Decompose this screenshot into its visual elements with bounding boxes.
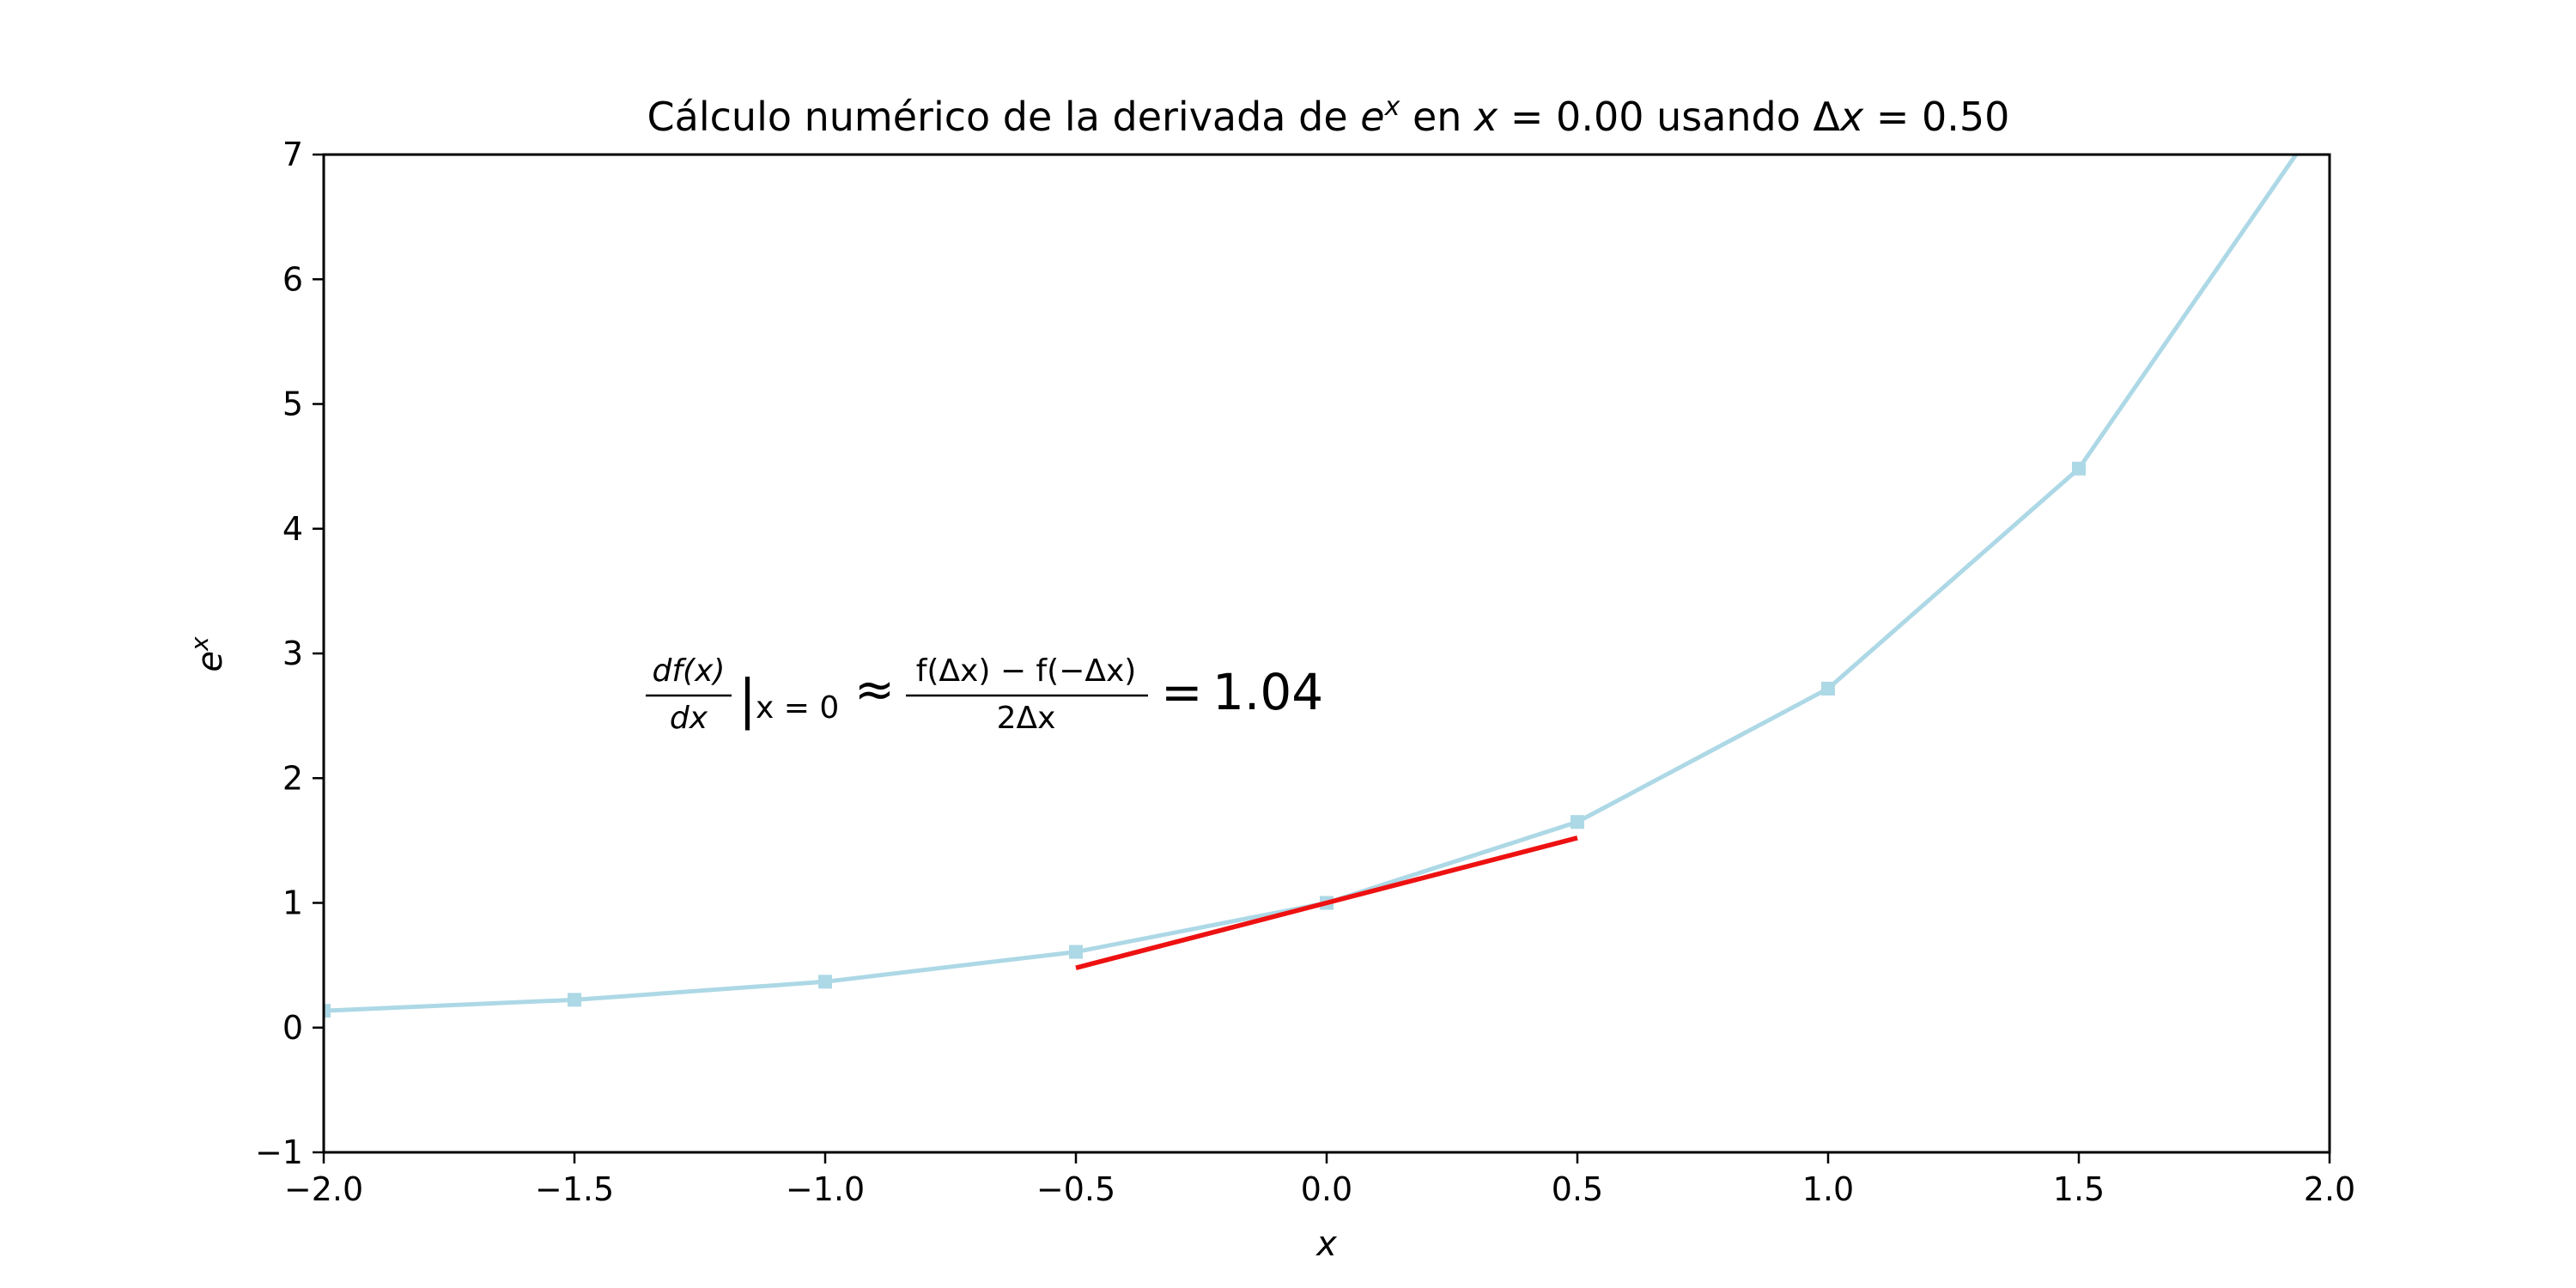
formula-frac1-denominator: dx bbox=[670, 701, 708, 736]
x-tick-label: 2.0 bbox=[2304, 1170, 2355, 1208]
chart-title: Cálculo numérico de la derivada de ex en… bbox=[647, 92, 2010, 140]
y-tick-label: −1 bbox=[255, 1133, 303, 1171]
y-tick-label: 3 bbox=[283, 635, 303, 672]
formula-value: 1.04 bbox=[1212, 663, 1323, 721]
x-tick-label: 1.5 bbox=[2053, 1170, 2105, 1208]
tangent-line bbox=[1075, 835, 1578, 970]
formula-eval-bar: | bbox=[738, 668, 756, 732]
y-tick-label: 1 bbox=[283, 884, 303, 922]
formula-frac2-denominator: 2Δx bbox=[997, 701, 1056, 736]
data-point bbox=[324, 1004, 331, 1018]
data-point bbox=[1069, 945, 1083, 959]
x-tick-label: 0.5 bbox=[1552, 1170, 1603, 1208]
y-axis-label: ex bbox=[185, 636, 230, 672]
x-tick-label: −2.0 bbox=[284, 1170, 363, 1208]
x-tick-label: −0.5 bbox=[1036, 1170, 1115, 1208]
derivative-formula: df(x) dx | x = 0 ≈ f(Δx) − f(−Δx) 2Δx = … bbox=[646, 653, 1323, 736]
data-point bbox=[1821, 681, 1835, 696]
y-tick-label: 0 bbox=[283, 1009, 303, 1047]
y-tick-label: 7 bbox=[283, 136, 303, 173]
data-point bbox=[2072, 461, 2086, 476]
x-tick-label: 0.0 bbox=[1301, 1170, 1352, 1208]
ticks-layer: −2.0 −1.5 −1.0 −0.5 0.0 0.5 1.0 1.5 2.0 −1 0 1 2 3 4 5 6… bbox=[255, 136, 2355, 1208]
formula-eval-subscript: x = 0 bbox=[756, 690, 839, 726]
x-tick-label: −1.0 bbox=[786, 1170, 865, 1208]
data-point bbox=[568, 993, 581, 1007]
x-axis-label: x bbox=[1315, 1224, 1337, 1264]
series-layer bbox=[324, 155, 2299, 1018]
data-point bbox=[818, 975, 832, 989]
y-tick-label: 5 bbox=[283, 386, 303, 423]
x-tick-label: 1.0 bbox=[1802, 1170, 1854, 1208]
y-tick-label: 2 bbox=[283, 759, 303, 797]
x-tick-label: −1.5 bbox=[535, 1170, 614, 1208]
formula-frac1-numerator: df(x) bbox=[653, 653, 726, 689]
y-tick-label: 6 bbox=[283, 260, 303, 298]
y-tick-label: 4 bbox=[283, 510, 303, 548]
formula-equals: = bbox=[1161, 663, 1203, 721]
data-point bbox=[1571, 815, 1584, 829]
formula-frac2-numerator: f(Δx) − f(−Δx) bbox=[916, 653, 1137, 689]
formula-approx: ≈ bbox=[854, 662, 895, 718]
